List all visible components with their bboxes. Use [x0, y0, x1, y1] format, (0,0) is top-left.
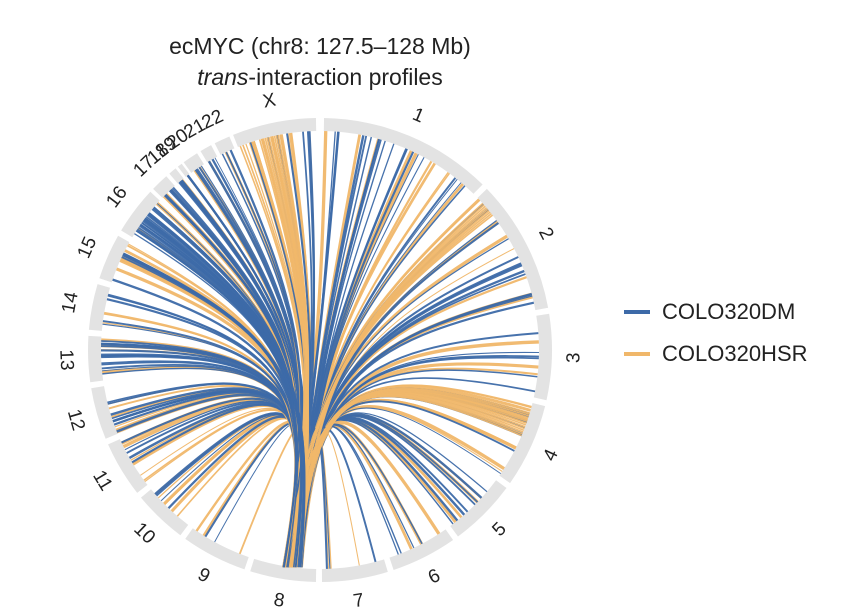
legend-label-dm: COLO320DM	[662, 299, 796, 324]
chromosome-label-9: 9	[194, 564, 213, 588]
legend-item-colo320dm: COLO320DM	[624, 297, 795, 327]
legend-item-colo320hsr: COLO320HSR	[624, 339, 808, 369]
chromosome-segment-9	[185, 528, 249, 570]
legend-label-hsr: COLO320HSR	[662, 341, 808, 366]
chromosome-segment-5	[450, 480, 507, 537]
chord-colo320hsr	[170, 415, 304, 568]
chromosome-label-15: 15	[74, 234, 102, 262]
chord-band-16-dm	[141, 222, 298, 568]
interaction-chords	[100, 131, 539, 569]
chromosome-segment-7	[321, 559, 388, 582]
chromosome-segment-12	[91, 386, 118, 439]
chromosome-label-6: 6	[425, 565, 444, 589]
chromosome-label-14: 14	[58, 290, 83, 315]
chromosome-segment-3	[533, 313, 552, 401]
chromosome-segment-8	[250, 558, 317, 582]
figure-subtitle: trans-interaction profiles	[0, 64, 640, 91]
chord-band-16-dm	[142, 220, 303, 568]
legend-swatch-hsr	[624, 352, 650, 356]
chromosome-label-8: 8	[272, 589, 286, 611]
chromosome-segment-20	[183, 153, 204, 173]
chromosome-segment-11	[108, 439, 148, 493]
chromosome-label-x: X	[261, 89, 278, 112]
chord-band-16-dm	[146, 214, 306, 568]
legend-swatch-dm	[624, 310, 650, 314]
chromosome-label-3: 3	[563, 352, 584, 363]
figure-title: ecMYC (chr8: 127.5–128 Mb)	[169, 33, 471, 59]
chromosome-segment-10	[140, 489, 189, 536]
chromosome-segment-14	[88, 284, 111, 331]
chromosome-segment-22	[214, 136, 235, 155]
chromosome-segment-19	[177, 163, 190, 177]
chromosome-label-7: 7	[352, 590, 366, 612]
chromosome-label-2: 2	[534, 224, 558, 243]
chromosome-segment-2	[477, 188, 549, 311]
chromosome-segment-15	[99, 235, 130, 283]
chord-band-2-hsr	[284, 214, 494, 568]
chord-band-x-hsr	[279, 134, 308, 568]
chromosome-segment-1	[323, 118, 483, 194]
chromosome-label-12: 12	[63, 407, 89, 433]
chromosome-segment-21	[200, 145, 218, 163]
chromosome-segment-6	[389, 529, 454, 571]
chromosome-segment-18	[169, 168, 184, 184]
chromosome-segment-16	[121, 191, 160, 238]
chromosome-label-4: 4	[539, 446, 563, 465]
subtitle-italic: trans	[197, 64, 249, 90]
chromosome-label-5: 5	[488, 518, 510, 540]
chromosome-ring	[87, 118, 552, 582]
chromosome-segment-17	[153, 176, 175, 198]
chromosome-segment-x	[233, 118, 317, 147]
chromosome-label-10: 10	[129, 519, 159, 549]
chromosome-label-11: 11	[88, 467, 116, 495]
subtitle-rest: -interaction profiles	[248, 64, 443, 90]
chromosome-label-13: 13	[55, 349, 77, 371]
chromosome-label-1: 1	[409, 104, 427, 127]
chromosome-segment-4	[499, 402, 546, 484]
chromosome-label-16: 16	[102, 182, 131, 212]
chromosome-segment-13	[87, 335, 104, 383]
